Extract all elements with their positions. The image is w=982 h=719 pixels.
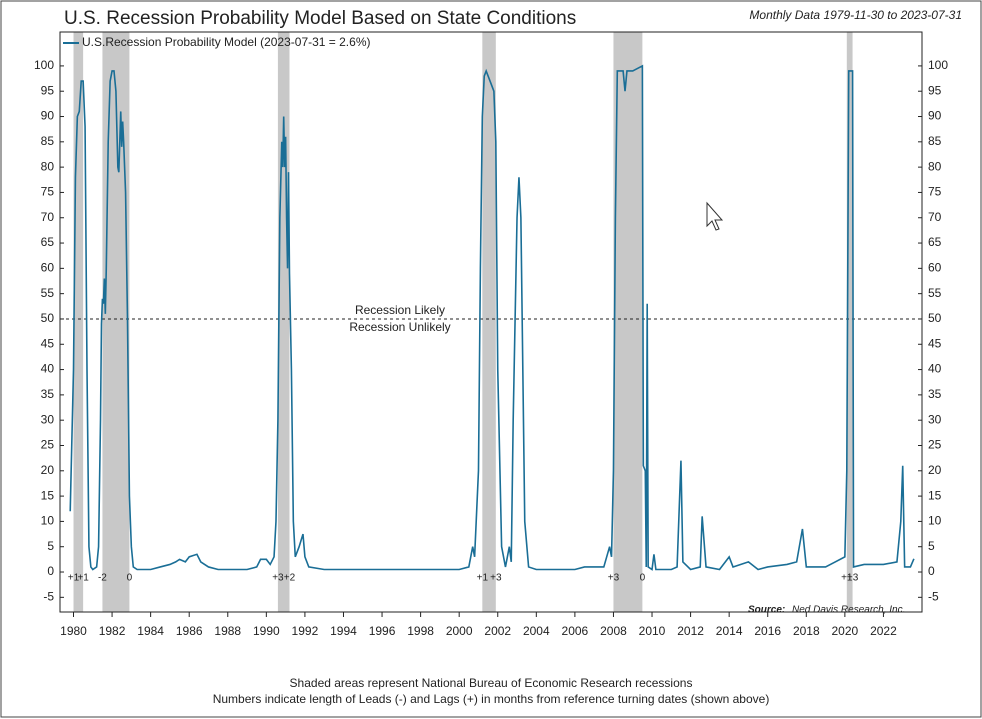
- y-tick-label: 100: [34, 58, 54, 72]
- y-tick-label: 80: [41, 159, 55, 173]
- chart-title: U.S. Recession Probability Model Based o…: [64, 8, 576, 29]
- chart-subtitle: Monthly Data 1979-11-30 to 2023-07-31: [749, 8, 962, 22]
- x-tick-label: 1990: [253, 624, 280, 638]
- y2-tick-label: 100: [928, 58, 948, 72]
- recession-band: [613, 32, 643, 612]
- y2-tick-label: 70: [928, 210, 942, 224]
- y2-tick-label: 30: [928, 412, 942, 426]
- x-tick-label: 1988: [214, 624, 241, 638]
- y2-tick-label: 60: [928, 261, 942, 275]
- y-tick-label: 85: [41, 134, 55, 148]
- y-tick-label: 25: [41, 438, 55, 452]
- legend-label: U.S.Recession Probability Model (2023-07…: [82, 35, 370, 49]
- recession-band: [73, 32, 84, 612]
- y-tick-label: 65: [41, 235, 55, 249]
- recession-band: [482, 32, 496, 612]
- x-tick-label: 1996: [369, 624, 396, 638]
- y-tick-label: 35: [41, 387, 55, 401]
- y2-tick-label: 25: [928, 438, 942, 452]
- recession-band: [846, 32, 853, 612]
- x-tick-label: 1982: [99, 624, 126, 638]
- y2-tick-label: 95: [928, 83, 942, 97]
- x-tick-label: 2022: [870, 624, 897, 638]
- x-tick-label: 1986: [176, 624, 203, 638]
- reference-label: Recession Likely: [355, 303, 445, 317]
- series-line: [69, 64, 915, 571]
- lag-label: 0: [640, 573, 646, 584]
- y2-tick-label: 20: [928, 463, 942, 477]
- x-tick-label: 2014: [716, 624, 743, 638]
- y-tick-label: 5: [47, 539, 54, 553]
- y-tick-label: 10: [41, 514, 55, 528]
- lead-label: +3: [272, 573, 284, 584]
- x-tick-label: 1984: [137, 624, 164, 638]
- lead-label: +1: [68, 573, 80, 584]
- x-tick-label: 1992: [292, 624, 319, 638]
- footnote: Numbers indicate length of Leads (-) and…: [213, 692, 770, 706]
- recession-band: [102, 32, 130, 612]
- x-tick-label: 2018: [793, 624, 820, 638]
- lead-label: +1: [841, 573, 853, 584]
- x-tick-label: 1994: [330, 624, 357, 638]
- y-tick-label: 95: [41, 83, 55, 97]
- y2-tick-label: 40: [928, 362, 942, 376]
- y-tick-label: 90: [41, 109, 55, 123]
- lead-label: -2: [98, 573, 107, 584]
- y2-tick-label: 45: [928, 336, 942, 350]
- y-tick-label: 30: [41, 412, 55, 426]
- mouse-cursor: [706, 201, 724, 231]
- x-tick-label: 2004: [523, 624, 550, 638]
- lag-label: 0: [127, 573, 133, 584]
- reference-label: Recession Unlikely: [349, 320, 450, 334]
- y-tick-label: 55: [41, 286, 55, 300]
- y2-tick-label: 85: [928, 134, 942, 148]
- x-tick-label: 2012: [677, 624, 704, 638]
- y-tick-label: 70: [41, 210, 55, 224]
- y-tick-label: 0: [47, 564, 54, 578]
- lead-label: +1: [477, 573, 489, 584]
- source: Ned Davis Research, Inc.: [792, 605, 905, 616]
- y2-tick-label: -5: [928, 589, 939, 603]
- plot-frame: [59, 31, 923, 613]
- y2-tick-label: 55: [928, 286, 942, 300]
- y2-tick-label: 80: [928, 159, 942, 173]
- y2-tick-label: 50: [928, 311, 942, 325]
- lag-label: +1: [77, 573, 89, 584]
- recession-band: [277, 32, 290, 612]
- footnote: Shaded areas represent National Bureau o…: [290, 676, 693, 690]
- y-tick-label: 60: [41, 261, 55, 275]
- x-tick-label: 2016: [754, 624, 781, 638]
- y-tick-label: 50: [41, 311, 55, 325]
- y2-tick-label: 10: [928, 514, 942, 528]
- lag-label: +3: [847, 573, 859, 584]
- y2-tick-label: 15: [928, 488, 942, 502]
- lead-label: +3: [608, 573, 620, 584]
- lag-label: +2: [284, 573, 296, 584]
- y-tick-label: 20: [41, 463, 55, 477]
- x-tick-label: 2020: [832, 624, 859, 638]
- x-tick-label: 2010: [639, 624, 666, 638]
- x-tick-label: 2000: [446, 624, 473, 638]
- x-tick-label: 2002: [484, 624, 511, 638]
- y-tick-label: -5: [43, 589, 54, 603]
- y-tick-label: 15: [41, 488, 55, 502]
- x-tick-label: 2008: [600, 624, 627, 638]
- y2-tick-label: 75: [928, 185, 942, 199]
- y2-tick-label: 65: [928, 235, 942, 249]
- y2-tick-label: 35: [928, 387, 942, 401]
- x-tick-label: 1980: [60, 624, 87, 638]
- x-tick-label: 2006: [562, 624, 589, 638]
- y-tick-label: 45: [41, 336, 55, 350]
- lag-label: +3: [490, 573, 502, 584]
- x-tick-label: 1998: [407, 624, 434, 638]
- y2-tick-label: 5: [928, 539, 935, 553]
- y2-tick-label: 90: [928, 109, 942, 123]
- y-tick-label: 75: [41, 185, 55, 199]
- y-tick-label: 40: [41, 362, 55, 376]
- y2-tick-label: 0: [928, 564, 935, 578]
- source-label: Source:: [748, 605, 785, 616]
